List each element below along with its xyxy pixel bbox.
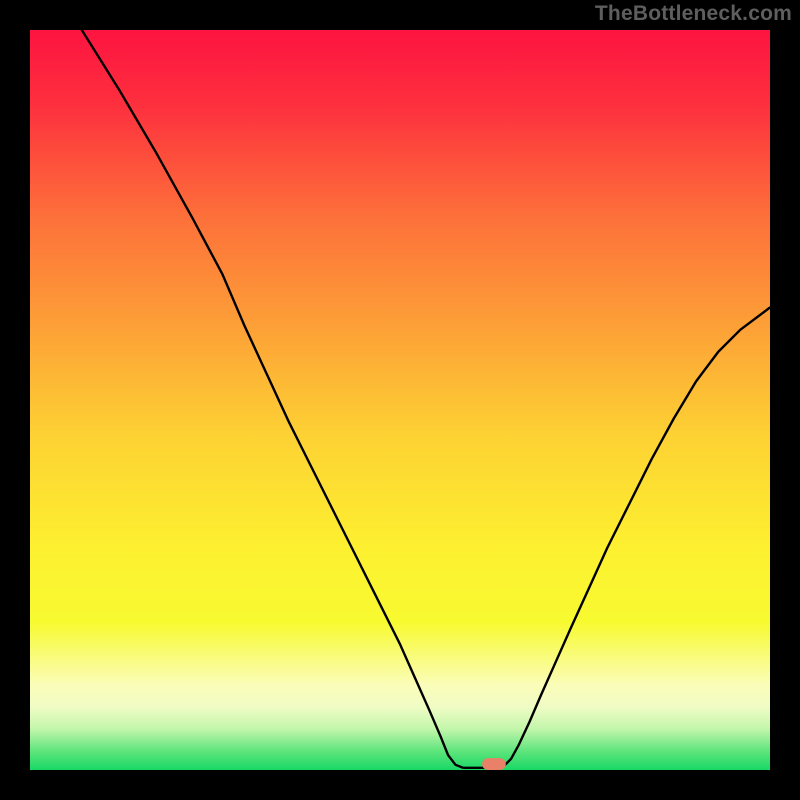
optimal-marker [482,758,506,770]
plot-svg [30,30,770,770]
gradient-background [30,30,770,770]
plot-area [30,30,770,770]
watermark-text: TheBottleneck.com [595,2,792,26]
chart-frame: TheBottleneck.com [0,0,800,800]
